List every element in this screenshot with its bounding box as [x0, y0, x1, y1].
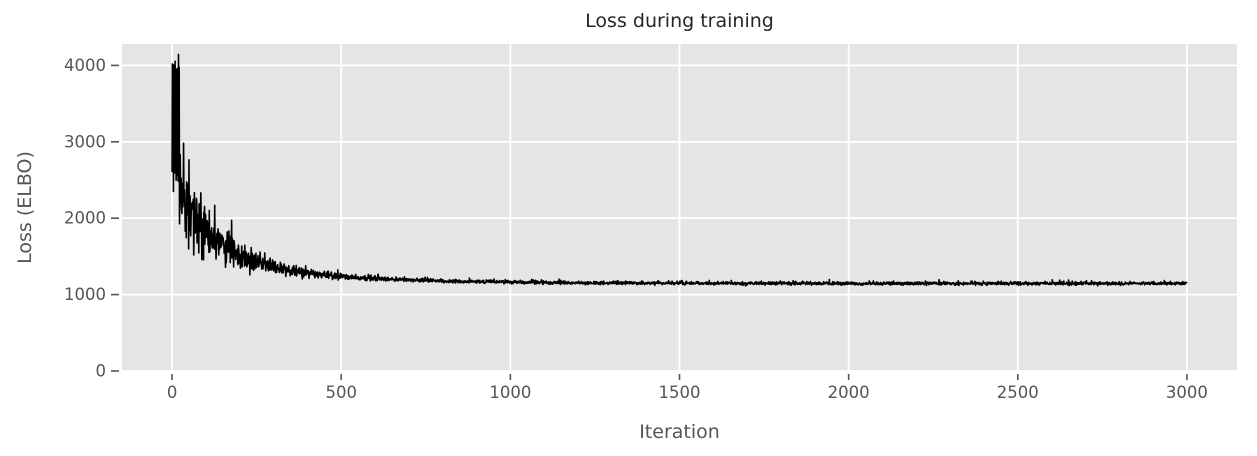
- y-tick-label: 1000: [64, 285, 106, 304]
- axis-tick-labels: 0 500 1000 1500 2000 2500 3000 0 1000 2000 3000 400…: [64, 56, 1208, 402]
- y-tick-label: 0: [96, 362, 107, 381]
- axis-ticks: [111, 64, 1188, 380]
- loss-curve: [171, 53, 1188, 287]
- x-tick-label: 1500: [659, 383, 701, 402]
- gridlines: [122, 44, 1237, 372]
- x-tick-label: 500: [325, 383, 357, 402]
- x-tick-label: 3000: [1166, 383, 1208, 402]
- y-tick-label: 2000: [64, 209, 106, 228]
- x-tick-label: 2000: [828, 383, 870, 402]
- x-axis-label: Iteration: [639, 421, 720, 443]
- x-tick-label: 1000: [489, 383, 531, 402]
- chart-title: Loss during training: [585, 10, 774, 32]
- x-tick-label: 2500: [997, 383, 1039, 402]
- y-tick-label: 4000: [64, 56, 106, 75]
- y-axis-label: Loss (ELBO): [14, 151, 36, 264]
- y-tick-label: 3000: [64, 132, 106, 151]
- x-tick-label: 0: [167, 383, 178, 402]
